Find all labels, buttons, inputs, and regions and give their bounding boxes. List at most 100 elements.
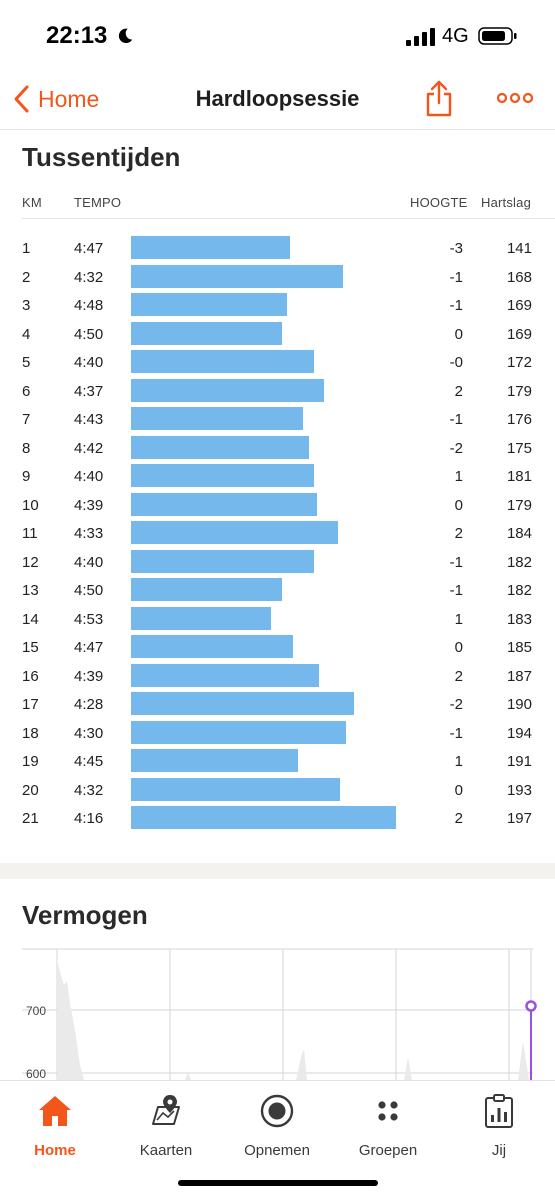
split-row: 6 4:37 2 179 [0, 377, 555, 406]
split-row: 17 4:28 -2 190 [0, 690, 555, 719]
pace-bar [131, 720, 346, 744]
power-area-end [518, 1041, 529, 1080]
split-pace: 4:45 [74, 753, 104, 770]
home-indicator [178, 1180, 378, 1186]
splits-title: Tussentijden [22, 142, 181, 172]
splits-table: 1 4:47 -3 141 2 4:32 -1 168 3 4:48 -1 169 4 4:50 0 169 5… [0, 234, 555, 833]
pace-bar [131, 378, 324, 402]
header-heart-rate: Hartslag [481, 195, 532, 210]
split-row: 15 4:47 0 185 [0, 633, 555, 662]
split-pace: 4:16 [74, 810, 104, 827]
back-button[interactable]: Home [12, 82, 99, 116]
pace-bar [131, 521, 338, 544]
split-row: 4 4:50 0 169 [0, 320, 555, 349]
status-time: 22:13 [46, 22, 108, 49]
header-pace: TEMPO [74, 195, 122, 210]
split-row: 1 4:47 -3 141 [0, 234, 555, 263]
tab-profile[interactable]: Jij [449, 1089, 549, 1159]
split-heart-rate: 190 [506, 696, 532, 713]
split-elevation: 1 [454, 753, 463, 770]
pace-bar [131, 350, 314, 373]
split-elevation: 1 [454, 610, 463, 628]
split-km: 20 [22, 781, 39, 799]
split-pace: 4:50 [74, 582, 104, 599]
tab-groups[interactable]: Groepen [338, 1089, 438, 1159]
split-km: 21 [22, 810, 39, 827]
split-heart-rate: 184 [506, 525, 532, 542]
header-elevation: HOOGTE [410, 195, 468, 210]
split-km: 1 [22, 240, 31, 257]
split-row: 14 4:53 1 183 [0, 605, 555, 634]
share-icon[interactable] [425, 80, 453, 118]
split-km: 18 [22, 724, 39, 742]
split-elevation: 2 [454, 525, 463, 542]
split-row: 16 4:39 2 187 [0, 662, 555, 691]
split-km: 8 [22, 439, 31, 457]
split-heart-rate: 197 [506, 810, 532, 827]
split-heart-rate: 181 [506, 468, 532, 485]
split-row: 3 4:48 -1 169 [0, 291, 555, 320]
split-km: 3 [22, 297, 31, 314]
split-row: 7 4:43 -1 176 [0, 405, 555, 434]
tab-record[interactable]: Opnemen [227, 1089, 327, 1159]
pace-bar [131, 464, 314, 487]
pace-bar [131, 606, 271, 630]
split-km: 14 [22, 610, 39, 628]
split-heart-rate: 194 [506, 724, 532, 742]
split-elevation: -1 [449, 411, 463, 428]
split-km: 4 [22, 325, 31, 343]
battery-icon [478, 27, 517, 45]
split-heart-rate: 183 [506, 610, 532, 628]
split-km: 12 [22, 553, 39, 571]
pace-bar [131, 749, 298, 772]
header-km: KM [22, 195, 42, 210]
split-row: 10 4:39 0 179 [0, 491, 555, 520]
power-area-peak [296, 1049, 307, 1080]
chart-grid [22, 948, 533, 1080]
tab-profile-label: Jij [491, 1142, 507, 1159]
pace-bar [131, 777, 340, 801]
section-divider [0, 863, 555, 879]
split-elevation: 2 [454, 667, 463, 685]
split-km: 13 [22, 582, 39, 599]
split-row: 18 4:30 -1 194 [0, 719, 555, 748]
split-row: 9 4:40 1 181 [0, 462, 555, 491]
split-pace: 4:30 [74, 724, 104, 742]
split-pace: 4:48 [74, 297, 104, 314]
split-heart-rate: 176 [506, 411, 532, 428]
tab-groups-label: Groepen [358, 1142, 418, 1159]
split-km: 15 [22, 639, 39, 656]
split-elevation: -1 [449, 553, 463, 571]
map-icon [152, 1095, 180, 1125]
split-elevation: 2 [454, 382, 463, 400]
home-icon [39, 1096, 71, 1126]
moon-icon [118, 28, 133, 44]
pace-bar [131, 264, 343, 288]
split-pace: 4:40 [74, 553, 104, 571]
split-elevation: 0 [454, 639, 463, 656]
pace-bar [131, 236, 290, 259]
split-row: 21 4:16 2 197 [0, 804, 555, 833]
tab-home[interactable]: Home [5, 1089, 105, 1159]
split-heart-rate: 175 [506, 439, 532, 457]
network-label: 4G [442, 25, 469, 47]
split-elevation: -2 [449, 696, 463, 713]
chevron-left-icon [14, 85, 29, 113]
signal-icon [406, 28, 435, 46]
y-tick-700: 700 [26, 1004, 46, 1018]
pace-bar [131, 635, 293, 658]
split-pace: 4:47 [74, 639, 104, 656]
split-km: 19 [22, 753, 39, 770]
split-heart-rate: 179 [506, 496, 532, 514]
split-km: 6 [22, 382, 31, 400]
split-km: 5 [22, 354, 31, 371]
split-pace: 4:39 [74, 667, 104, 685]
more-options-icon[interactable] [497, 90, 533, 106]
tab-maps[interactable]: Kaarten [116, 1089, 216, 1159]
split-heart-rate: 182 [506, 553, 532, 571]
split-km: 9 [22, 468, 31, 485]
split-pace: 4:39 [74, 496, 104, 514]
y-tick-600: 600 [26, 1067, 46, 1080]
split-elevation: -3 [449, 240, 463, 257]
split-row: 13 4:50 -1 182 [0, 576, 555, 605]
